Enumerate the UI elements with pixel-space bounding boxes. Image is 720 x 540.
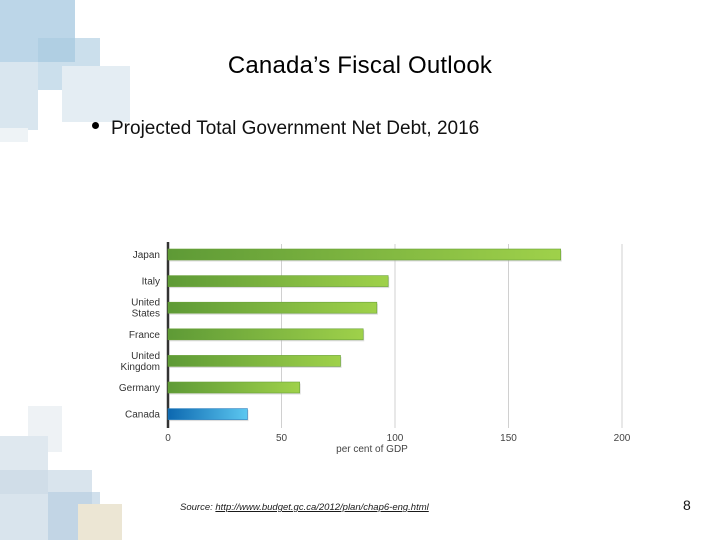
bar — [167, 328, 364, 341]
x-axis-label: per cent of GDP — [336, 444, 408, 455]
bar — [167, 381, 300, 394]
source-link[interactable]: http://www.budget.gc.ca/2012/plan/chap6-… — [215, 502, 429, 513]
category-label: States — [132, 309, 160, 320]
bar — [167, 275, 389, 287]
bullet-text: Projected Total Government Net Debt, 201… — [111, 118, 480, 139]
category-label: Canada — [125, 410, 160, 421]
category-label: Germany — [119, 383, 160, 394]
x-tick-label: 150 — [500, 433, 517, 444]
bottom-left-decoration — [0, 400, 130, 540]
x-tick-label: 50 — [276, 433, 288, 444]
bullet-dot-icon — [92, 122, 99, 130]
bar — [167, 248, 562, 261]
bar — [167, 408, 248, 420]
category-label: Kingdom — [121, 362, 160, 373]
bar — [167, 355, 341, 367]
chart-bars — [167, 248, 562, 422]
x-tick-label: 0 — [165, 433, 171, 444]
category-label: United — [131, 298, 160, 309]
source-prefix: Source: — [180, 502, 216, 513]
chart-tick-labels: 0 50 100 150 200 — [165, 433, 631, 444]
category-label: Italy — [142, 277, 160, 288]
category-label: Japan — [133, 250, 160, 261]
category-label: France — [129, 330, 161, 341]
x-tick-label: 100 — [387, 433, 404, 444]
x-tick-label: 200 — [614, 433, 631, 444]
slide-title: Canada’s Fiscal Outlook — [227, 52, 493, 79]
bar — [167, 301, 378, 314]
corner-decoration — [0, 0, 140, 142]
bullet-item: Projected Total Government Net Debt, 201… — [92, 118, 479, 140]
category-label: United — [131, 351, 160, 362]
source-citation: Source: http://www.budget.gc.ca/2012/pla… — [180, 502, 429, 513]
page-number: 8 — [683, 497, 691, 513]
chart-category-labels: JapanItalyUnitedStatesFranceUnitedKingdo… — [119, 250, 161, 421]
